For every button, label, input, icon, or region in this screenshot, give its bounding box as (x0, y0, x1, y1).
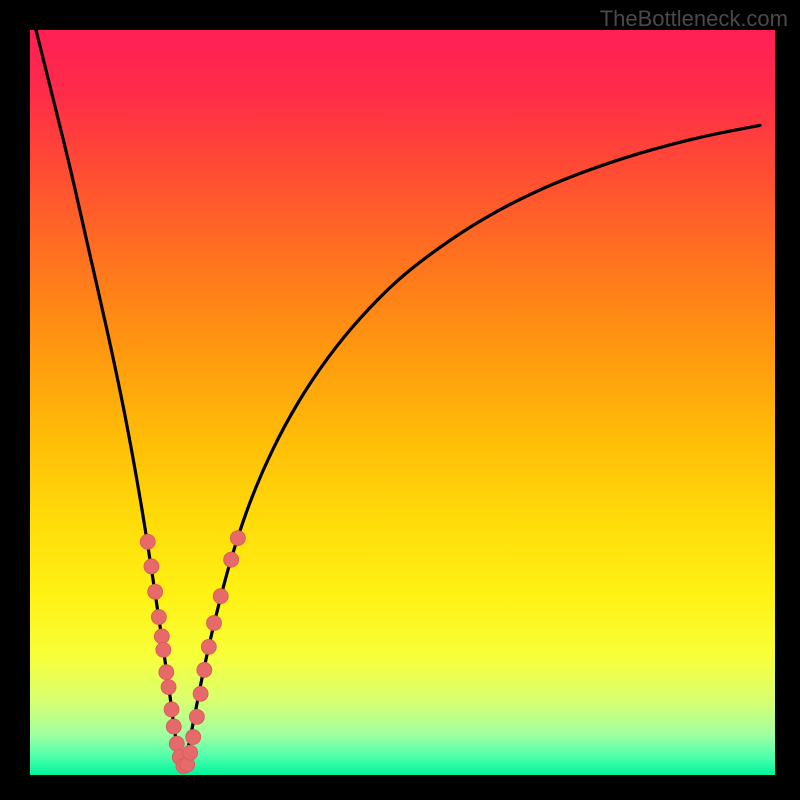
watermark-text: TheBottleneck.com (600, 6, 788, 32)
plot-area (30, 30, 775, 775)
gradient-background (30, 30, 775, 775)
bottleneck-chart: TheBottleneck.com (0, 0, 800, 800)
